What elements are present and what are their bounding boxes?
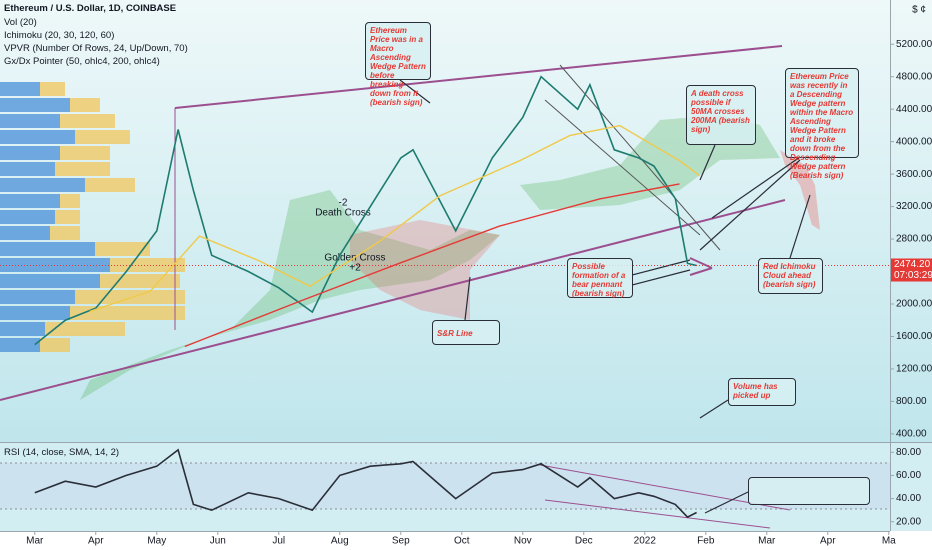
y-tick-label: 400.00 [896,429,927,440]
annotation [748,477,870,505]
indicator-label[interactable]: Gx/Dx Pointer (50, ohlc4, 200, ohlc4) [4,56,160,67]
x-tick-label: Dec [575,536,593,547]
x-tick-label: Nov [514,536,532,547]
annotation: A death cross possible if 50MA crosses 2… [686,85,756,145]
y-tick-label: 20.00 [896,516,921,527]
x-tick-label: Oct [454,536,470,547]
chart-title: Ethereum / U.S. Dollar, 1D, COINBASE [4,3,177,14]
y-tick-label: 1200.00 [896,364,932,375]
x-tick-label: May [147,536,166,547]
annotation-arrows [399,79,811,514]
x-tick-label: Apr [88,536,104,547]
annotation: Possible formation of a bear pennant (be… [567,258,633,298]
annotation: Ethereum Price was in a Macro Ascending … [365,22,431,107]
countdown-label: 07:03:29 [894,270,932,281]
x-tick-label: Mar [758,536,776,547]
x-tick-label: Jul [272,536,285,547]
signal-label: Golden Cross [324,253,385,264]
x-tick-label: Feb [697,536,715,547]
price-line [89,124,701,313]
volume-profile [0,82,185,352]
last-price-label: 2474.20 [894,259,931,270]
ichimoku-cloud-red [350,220,500,320]
signal-count: +2 [349,263,361,274]
x-tick-label: Aug [331,536,349,547]
y-tick-label: 1600.00 [896,331,932,342]
indicator-label[interactable]: Ichimoku (20, 30, 120, 60) [4,30,115,41]
indicator-label[interactable]: VPVR (Number Of Rows, 24, Up/Down, 70) [4,43,188,54]
x-tick-label: Sep [392,536,410,547]
y-tick-label: 3600.00 [896,169,932,180]
last-price-box [891,258,932,282]
annotation: S&R Line [432,320,500,345]
descending-wedge [544,64,721,251]
y-tick-label: 2000.00 [896,299,932,310]
x-tick-label: Jun [210,536,226,547]
annotation: Volume has picked up [728,378,796,406]
rsi-trend-line [544,499,771,529]
y-tick-label: 3200.00 [896,201,932,212]
annotation: Ethereum Price was recently in a Descend… [785,68,859,180]
price-line [34,448,697,519]
x-tick-label: Apr [820,536,836,547]
currency-selector[interactable]: $ ¢ [912,5,926,16]
signal-count: -2 [339,198,348,209]
y-tick-label: 4400.00 [896,104,932,115]
y-tick-label: 4800.00 [896,71,932,82]
price-line [184,183,680,348]
y-tick-label: 80.00 [896,447,921,458]
price-line [34,75,697,346]
main-panel-bg [0,0,932,442]
y-tick-label: 60.00 [896,470,921,481]
x-tick-label: Ma [882,536,896,547]
y-tick-label: 800.00 [896,396,927,407]
indicator-label[interactable]: Vol (20) [4,17,37,28]
annotation: Red Ichimoku Cloud ahead (bearish sign) [758,258,823,294]
signal-label: Death Cross [315,208,371,219]
y-tick-label: 4000.00 [896,136,932,147]
rsi-title[interactable]: RSI (14, close, SMA, 14, 2) [4,447,120,458]
x-tick-label: 2022 [634,536,657,547]
y-tick-label: 5200.00 [896,39,932,50]
y-tick-label: 40.00 [896,493,921,504]
y-tick-label: 2800.00 [896,234,932,245]
ichimoku-cloud-red [780,150,820,230]
x-tick-label: Mar [26,536,44,547]
